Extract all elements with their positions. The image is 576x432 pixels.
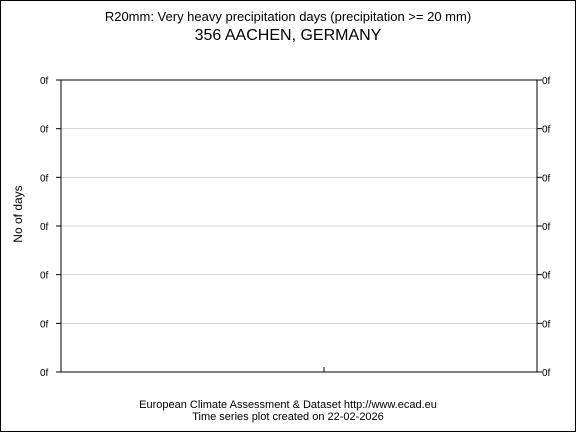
y-tick-label-right: 0f (542, 222, 551, 233)
chart-title: R20mm: Very heavy precipitation days (pr… (104, 9, 472, 24)
footer-source: European Climate Assessment & Dataset ht… (139, 399, 437, 411)
y-tick-label-right: 0f (542, 271, 551, 282)
grid-lines (61, 128, 537, 324)
axis-ticks (56, 79, 542, 373)
y-tick-label-left: 0f (40, 319, 49, 330)
y-tick-label-left: 0f (40, 271, 49, 282)
y-tick-label-left: 0f (40, 125, 49, 136)
y-tick-label-right: 0f (542, 319, 551, 330)
y-tick-label-right: 0f (542, 173, 551, 184)
y-tick-label-right: 0f (542, 125, 551, 136)
y-axis-right-labels: 0f 0f 0f 0f 0f 0f 0f (542, 76, 551, 379)
y-tick-label-left: 0f (40, 76, 49, 87)
y-tick-label-right: 0f (542, 368, 551, 379)
footer-created: Time series plot created on 22-02-2026 (192, 411, 384, 423)
y-tick-label-left: 0f (40, 222, 49, 233)
chart-subtitle: 356 AACHEN, GERMANY (194, 27, 382, 44)
y-tick-label-left: 0f (40, 368, 49, 379)
y-tick-label-right: 0f (542, 76, 551, 87)
y-axis-left-labels: 0f 0f 0f 0f 0f 0f 0f (40, 76, 49, 379)
y-tick-label-left: 0f (40, 173, 49, 184)
